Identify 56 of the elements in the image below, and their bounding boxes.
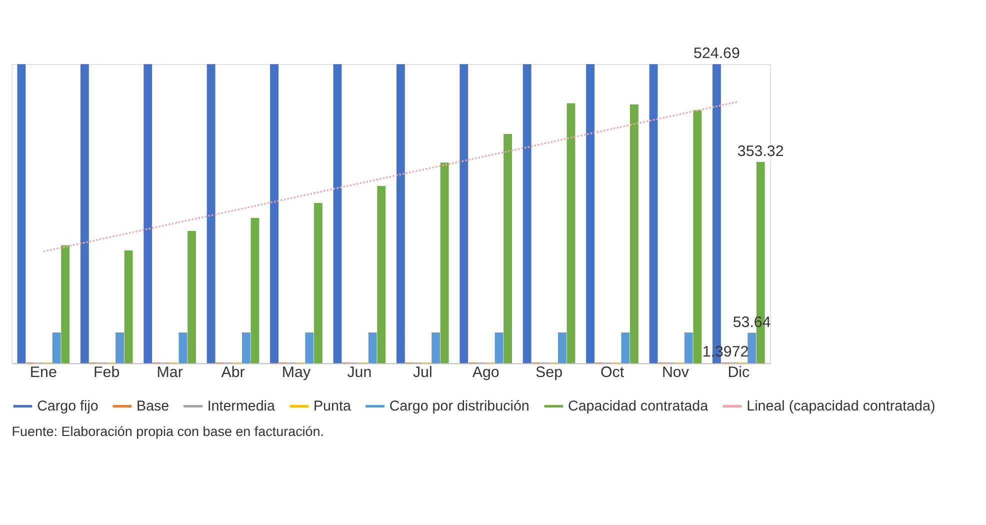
bar — [124, 250, 133, 364]
x-tick-label: Dic — [728, 364, 750, 382]
x-tick-label: May — [282, 364, 311, 382]
legend-label: Base — [136, 398, 170, 414]
x-tick-label: Jun — [347, 364, 372, 382]
source-note: Fuente: Elaboración propia con base en facturación. — [12, 424, 324, 439]
x-tick-label: Ago — [472, 364, 500, 382]
legend-label: Capacidad contratada — [568, 398, 708, 414]
bar — [440, 162, 449, 364]
bar — [17, 64, 26, 364]
bar — [188, 230, 196, 364]
bar — [693, 110, 702, 364]
bar — [630, 104, 638, 364]
bar — [80, 64, 89, 364]
legend-label: Cargo fijo — [37, 398, 98, 414]
bar — [460, 64, 468, 364]
bar — [684, 332, 693, 364]
legend-label: Cargo por distribución — [389, 398, 530, 414]
bar — [504, 134, 512, 364]
bar — [566, 103, 576, 364]
x-tick-label: Mar — [156, 364, 183, 382]
bar — [314, 203, 322, 364]
bar — [377, 186, 386, 364]
data-label: 524.69 — [694, 45, 740, 62]
x-tick-label: Ene — [30, 364, 57, 382]
bar — [586, 64, 595, 364]
legend-label: Intermedia — [207, 398, 275, 414]
data-label: 353.32 — [737, 142, 784, 160]
bar — [333, 64, 342, 364]
bar — [206, 64, 216, 364]
bar — [621, 332, 630, 364]
x-tick-label: Sep — [536, 364, 563, 382]
bar — [748, 332, 756, 364]
x-tick-label: Oct — [600, 364, 625, 382]
bar — [116, 332, 124, 364]
bar — [61, 245, 70, 364]
bar — [368, 332, 377, 364]
bar — [250, 218, 260, 364]
bar — [558, 332, 566, 364]
x-tick-label: Abr — [221, 364, 245, 382]
x-tick-label: Nov — [662, 364, 690, 382]
bar — [178, 332, 188, 364]
legend-label: Punta — [313, 398, 351, 414]
x-tick-label: Feb — [94, 364, 120, 382]
bar — [305, 332, 314, 364]
bar — [242, 332, 250, 364]
bar — [522, 64, 532, 364]
bar — [270, 64, 278, 364]
bar — [432, 332, 440, 364]
bar — [494, 332, 504, 364]
x-tick-label: Jul — [412, 364, 432, 382]
legend-label: Lineal (capacidad contratada) — [746, 398, 936, 414]
bar — [144, 64, 152, 364]
bar — [396, 64, 405, 364]
bar — [649, 64, 658, 364]
bar — [52, 332, 61, 364]
